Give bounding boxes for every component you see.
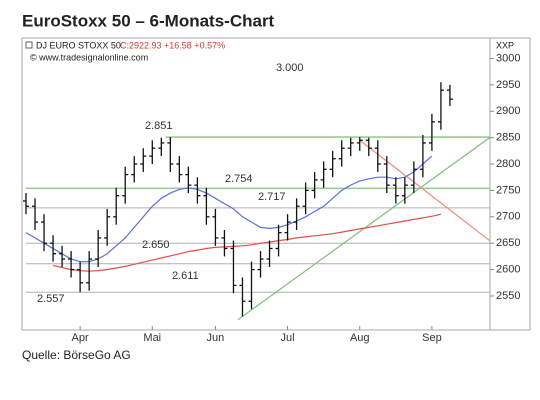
quote: C:2922.93 +16.58 +0.57% <box>120 40 225 50</box>
source: Quelle: BörseGo AG <box>22 348 131 362</box>
level-label: 2.650 <box>142 239 170 251</box>
axis-label: XXP <box>496 40 514 50</box>
plot: 2550 2600 2650 2700 2750 2800 2850 2900 2950 3000… <box>23 52 520 344</box>
instrument: DJ EURO STOXX 50 <box>36 40 121 50</box>
x-tick-label: Apr <box>72 332 89 344</box>
level-label: 2.717 <box>258 191 286 203</box>
ma-line <box>25 155 433 263</box>
y-tick-label: 2800 <box>496 158 520 170</box>
y-tick-label: 2700 <box>496 211 520 223</box>
y-tick-label: 2650 <box>496 237 520 249</box>
level-label: 2.611 <box>172 270 199 282</box>
copyright: © www.tradesignalonline.com <box>30 52 148 62</box>
chart-title: EuroStoxx 50 – 6-Monats-Chart <box>22 11 275 30</box>
y-tick-label: 2900 <box>496 105 520 117</box>
x-tick-label: Mai <box>143 332 161 344</box>
level-label: 2.851 <box>145 120 173 132</box>
y-tick-label: 2750 <box>496 184 520 196</box>
x-tick-label: Sep <box>422 332 442 344</box>
ma-line <box>52 213 442 272</box>
y-tick-label: 2950 <box>496 79 520 91</box>
chart-frame <box>21 37 531 331</box>
x-tick-label: Jun <box>207 332 225 344</box>
y-tick-label: 2850 <box>496 132 520 144</box>
x-tick-label: Jul <box>281 332 295 344</box>
level-label: 3.000 <box>276 62 304 74</box>
level-label: 2.754 <box>225 173 253 185</box>
level-label: 2.557 <box>37 293 65 305</box>
y-tick-label: 2550 <box>496 290 520 302</box>
y-tick-label: 3000 <box>496 52 520 64</box>
trendline <box>359 139 490 242</box>
icon <box>25 41 33 49</box>
y-tick-label: 2600 <box>496 263 520 275</box>
x-tick-label: Aug <box>350 332 370 344</box>
